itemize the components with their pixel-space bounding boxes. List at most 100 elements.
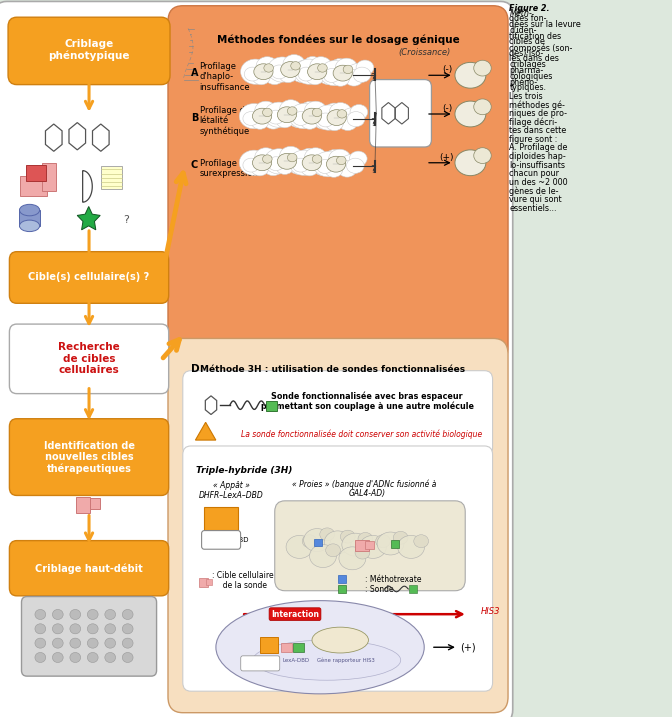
Ellipse shape	[280, 146, 302, 165]
Ellipse shape	[313, 151, 343, 177]
Text: niques de pro-: niques de pro-	[509, 109, 567, 118]
FancyBboxPatch shape	[9, 252, 169, 303]
Ellipse shape	[325, 103, 343, 118]
Text: Recherche
de cibles
cellulaires: Recherche de cibles cellulaires	[58, 342, 120, 375]
Text: criblages: criblages	[509, 60, 546, 70]
Bar	[366, 541, 374, 549]
Ellipse shape	[105, 652, 116, 663]
Ellipse shape	[267, 107, 287, 124]
Ellipse shape	[318, 64, 327, 72]
Ellipse shape	[263, 108, 272, 117]
Text: C: C	[191, 160, 198, 170]
Ellipse shape	[455, 150, 486, 176]
Ellipse shape	[288, 107, 297, 115]
Ellipse shape	[52, 609, 63, 619]
Text: Profilage de la
létalité
synthétique: Profilage de la létalité synthétique	[200, 106, 260, 136]
Ellipse shape	[455, 101, 486, 127]
Ellipse shape	[322, 62, 342, 80]
Ellipse shape	[87, 609, 98, 619]
Ellipse shape	[87, 652, 98, 663]
Ellipse shape	[323, 157, 340, 172]
Ellipse shape	[253, 155, 271, 171]
Polygon shape	[77, 206, 100, 230]
Ellipse shape	[239, 150, 269, 176]
FancyBboxPatch shape	[183, 446, 493, 691]
Ellipse shape	[251, 161, 269, 176]
Text: « Proies » (banque d'ADNc fusionné à: « Proies » (banque d'ADNc fusionné à	[292, 480, 442, 490]
Text: figure sont :: figure sont :	[509, 135, 558, 144]
Ellipse shape	[216, 601, 424, 694]
Ellipse shape	[304, 148, 327, 166]
Text: : Méthotrexate: : Méthotrexate	[365, 575, 421, 584]
Ellipse shape	[325, 150, 343, 165]
Ellipse shape	[277, 59, 294, 74]
Text: Méthode 3H : utilisation de sondes fonctionnalisées: Méthode 3H : utilisation de sondes fonct…	[200, 365, 465, 374]
Ellipse shape	[326, 115, 343, 130]
FancyBboxPatch shape	[168, 338, 508, 713]
Ellipse shape	[338, 114, 358, 130]
FancyBboxPatch shape	[202, 531, 241, 549]
Bar	[19, 210, 40, 226]
Ellipse shape	[474, 99, 491, 115]
Text: A: A	[191, 68, 198, 78]
Text: d'iden-: d'iden-	[509, 26, 537, 35]
Text: dées sur la levure: dées sur la levure	[509, 20, 581, 29]
Ellipse shape	[300, 64, 319, 79]
Ellipse shape	[105, 624, 116, 634]
Text: GAL4-AD: GAL4-AD	[328, 637, 352, 642]
Ellipse shape	[339, 547, 366, 570]
FancyBboxPatch shape	[241, 656, 280, 671]
Ellipse shape	[276, 103, 293, 118]
Ellipse shape	[317, 153, 337, 171]
Text: C: C	[226, 512, 236, 525]
Text: diploides hap-: diploides hap-	[509, 152, 566, 161]
Ellipse shape	[70, 609, 81, 619]
Text: : Cible cellulaire
  de la sonde: : Cible cellulaire de la sonde	[212, 571, 274, 590]
FancyBboxPatch shape	[0, 1, 513, 717]
Ellipse shape	[283, 54, 305, 73]
Ellipse shape	[288, 158, 308, 174]
FancyBboxPatch shape	[183, 371, 493, 456]
Bar	[75, 497, 90, 513]
Text: (+): (+)	[460, 642, 476, 652]
Ellipse shape	[267, 57, 297, 82]
Ellipse shape	[337, 156, 346, 165]
Ellipse shape	[70, 638, 81, 648]
Ellipse shape	[281, 62, 300, 77]
Ellipse shape	[87, 624, 98, 634]
Ellipse shape	[325, 531, 351, 554]
Ellipse shape	[122, 609, 133, 619]
Ellipse shape	[273, 157, 290, 172]
Text: Les trois: Les trois	[509, 92, 543, 101]
Bar	[293, 643, 304, 652]
Bar	[338, 585, 346, 592]
Text: A. Profilage de: A. Profilage de	[509, 143, 568, 153]
Ellipse shape	[263, 155, 272, 163]
FancyBboxPatch shape	[8, 17, 170, 85]
Text: Figure 2.: Figure 2.	[509, 4, 550, 13]
Ellipse shape	[314, 105, 343, 130]
Text: HIS3: HIS3	[481, 607, 501, 616]
Ellipse shape	[52, 624, 63, 634]
Ellipse shape	[312, 155, 322, 163]
Text: un des ~2 000: un des ~2 000	[509, 178, 568, 187]
Ellipse shape	[349, 151, 367, 166]
Ellipse shape	[265, 68, 284, 85]
Ellipse shape	[325, 162, 343, 177]
Ellipse shape	[302, 155, 321, 171]
Ellipse shape	[320, 528, 335, 541]
Ellipse shape	[304, 57, 321, 72]
Text: !: !	[204, 429, 208, 437]
Ellipse shape	[293, 112, 309, 125]
Ellipse shape	[35, 609, 46, 619]
Ellipse shape	[360, 536, 386, 559]
Ellipse shape	[264, 102, 294, 128]
Ellipse shape	[87, 638, 98, 648]
Ellipse shape	[52, 638, 63, 648]
Text: pharma-: pharma-	[509, 66, 544, 75]
Text: C: C	[265, 640, 273, 650]
Ellipse shape	[300, 148, 318, 163]
Text: ?: ?	[370, 118, 376, 128]
Ellipse shape	[122, 652, 133, 663]
Ellipse shape	[346, 158, 364, 174]
